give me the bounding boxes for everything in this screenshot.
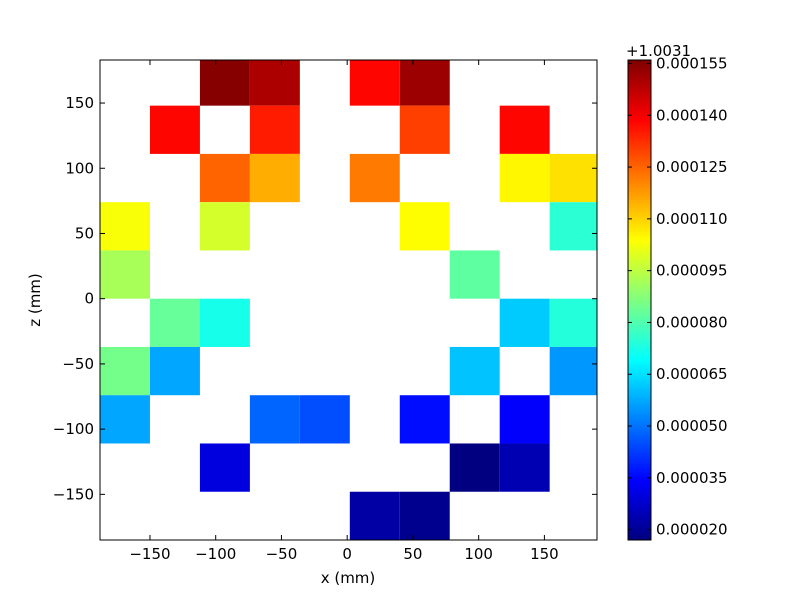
x-tick-label: −50	[266, 545, 298, 563]
heatmap-cell	[499, 298, 550, 347]
colorbar-tick-label: 0.000035	[656, 469, 728, 487]
heatmap-cell	[399, 60, 450, 106]
colorbar-tick-label: 0.000095	[656, 262, 728, 280]
plot-frame	[99, 59, 598, 541]
x-tick-label: −150	[129, 545, 170, 563]
heatmap-cell	[349, 491, 400, 540]
heatmap-cell	[549, 346, 597, 396]
heatmap-cell	[149, 298, 200, 347]
x-tick-label: −100	[195, 545, 236, 563]
heatmap-cell	[199, 153, 250, 203]
heatmap-cell	[199, 202, 250, 251]
heatmap-cell	[399, 105, 450, 154]
y-tick-label: 150	[65, 94, 94, 112]
y-tick-label: −100	[53, 420, 94, 438]
heatmap-cell	[499, 153, 550, 203]
colorbar-tick-label: 0.000110	[656, 210, 728, 228]
heatmap-cell	[399, 202, 450, 251]
heatmap-cell	[100, 202, 150, 251]
colorbar-tick-label: 0.000125	[656, 158, 728, 176]
heatmap-cell	[199, 298, 250, 347]
x-tick-label: 50	[403, 545, 422, 563]
heatmap-cell	[249, 153, 300, 203]
colorbar-tick-label: 0.000050	[656, 417, 728, 435]
colorbar-tick-label: 0.000140	[656, 106, 728, 124]
heatmap-cell	[399, 491, 450, 540]
heatmap-cell	[149, 105, 200, 154]
y-axis-ticks: −150 −100 −50 0 50 100 150	[53, 94, 597, 503]
y-tick-label: 100	[65, 159, 94, 177]
heatmap-cell	[249, 105, 300, 154]
heatmap-cell	[349, 60, 400, 106]
heatmap-cell	[549, 202, 597, 251]
heatmap-cell	[449, 250, 500, 299]
y-tick-label: 0	[84, 290, 94, 308]
heatmap-cell	[499, 395, 550, 444]
colorbar-tick-label: 0.000080	[656, 313, 728, 331]
heatmap-cell	[399, 395, 450, 444]
heatmap-cell	[449, 443, 500, 492]
heatmap-cell	[349, 153, 400, 203]
x-axis-ticks: −150 −100 −50 0 50 100 150	[129, 60, 559, 563]
x-tick-label: 100	[464, 545, 493, 563]
y-tick-label: 50	[75, 224, 94, 242]
heatmap-cell	[199, 60, 250, 106]
x-tick-label: 150	[530, 545, 559, 563]
heatmap-cell	[100, 250, 150, 299]
heatmap-cell	[100, 346, 150, 396]
heatmap-cell	[149, 346, 200, 396]
colorbar-ticks: 0.000020 0.000035 0.000050 0.000065 0.000080…	[628, 54, 728, 539]
colorbar-tick-label: 0.000155	[656, 54, 728, 72]
heatmap-cell	[549, 153, 597, 203]
heatmap-cell	[199, 443, 250, 492]
y-axis-label: z (mm)	[26, 273, 44, 327]
colorbar-tick-label: 0.000020	[656, 521, 728, 539]
y-tick-label: −150	[53, 485, 94, 503]
y-tick-label: −50	[62, 355, 94, 373]
colorbar	[627, 59, 652, 541]
x-tick-label: 0	[342, 545, 352, 563]
heatmap-cell	[499, 443, 550, 492]
x-axis-label: x (mm)	[321, 569, 376, 587]
heatmap-cell	[100, 395, 150, 444]
colorbar-tick-label: 0.000065	[656, 365, 728, 383]
heatmap-cells	[100, 60, 597, 540]
colorbar-offset-label: +1.0031	[626, 42, 691, 60]
heatmap-cell	[449, 346, 500, 396]
heatmap-cell	[249, 395, 300, 444]
heatmap-cell	[549, 298, 597, 347]
heatmap-cell	[499, 105, 550, 154]
heatmap-cell	[299, 395, 350, 444]
heatmap-cell	[249, 60, 300, 106]
